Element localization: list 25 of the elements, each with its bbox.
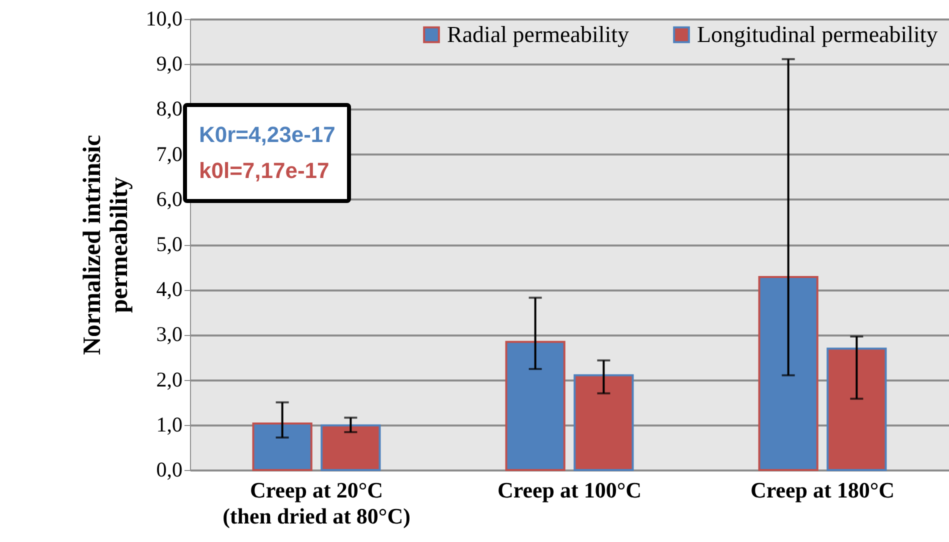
bar	[758, 276, 818, 471]
y-tick-label: 6,0	[156, 186, 182, 211]
x-tick-label: Creep at 100°C	[497, 478, 642, 502]
y-tick-label: 5,0	[156, 232, 182, 256]
bar	[320, 424, 381, 471]
y-tick-label: 4,0	[156, 277, 182, 302]
y-axis-title: Normalized intrinsic permeability	[78, 134, 133, 356]
bar	[505, 340, 566, 471]
x-tick-label: Creep at 180°C	[750, 478, 895, 502]
y-tick-label: 3,0	[156, 322, 182, 346]
annotation: k0l=7,17e-17	[199, 157, 330, 185]
y-tick-label: 10,0	[146, 6, 182, 30]
y-tick-label: 7,0	[156, 142, 182, 166]
legend-label: Longitudinal permeability	[697, 22, 938, 47]
y-tick-label: 0,0	[156, 458, 182, 482]
bar	[826, 348, 887, 471]
y-tick-label: 2,0	[156, 367, 182, 392]
y-tick-label: 9,0	[156, 52, 182, 76]
bar	[252, 422, 312, 471]
legend-label: Radial permeability	[447, 22, 630, 47]
bar	[574, 374, 634, 471]
y-tick-label: 1,0	[156, 412, 182, 436]
y-tick-label: 8,0	[156, 96, 182, 121]
annotation: K0r=4,23e-17	[199, 121, 336, 149]
x-tick-label: Creep at 20°C (then dried at 80°C)	[222, 478, 410, 528]
